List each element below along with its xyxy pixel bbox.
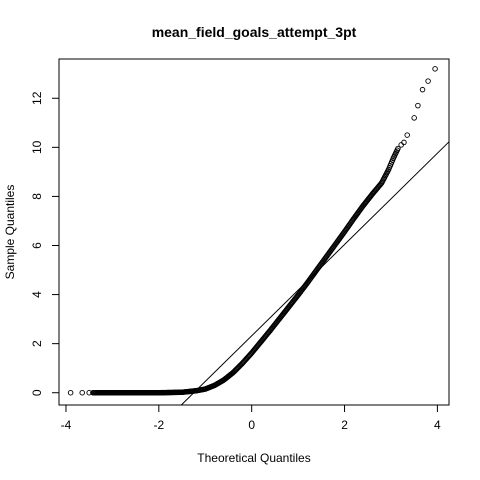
- data-point: [404, 132, 410, 138]
- x-tick-label: 0: [248, 418, 255, 432]
- data-point: [419, 86, 426, 93]
- y-tick-label: 2: [30, 340, 44, 347]
- x-tick-label: -2: [153, 418, 164, 432]
- data-point: [415, 102, 421, 109]
- y-tick-label: 0: [30, 389, 44, 396]
- y-axis-label: Sample Quantiles: [3, 185, 17, 280]
- data-point: [395, 145, 401, 152]
- y-tick-label: 8: [30, 193, 44, 200]
- x-tick-label: -4: [61, 418, 72, 432]
- x-axis: -4 -2 0 2 4: [61, 405, 441, 432]
- x-tick-label: 2: [341, 418, 348, 432]
- data-points: [67, 66, 438, 396]
- data-point: [90, 389, 96, 396]
- x-tick-label: 4: [434, 418, 441, 432]
- data-point: [432, 66, 438, 72]
- plot-frame: [58, 58, 450, 406]
- data-point: [79, 389, 85, 396]
- y-tick-label: 12: [30, 91, 44, 105]
- x-axis-label: Theoretical Quantiles: [197, 451, 310, 465]
- data-point: [401, 139, 407, 146]
- y-tick-label: 10: [30, 140, 44, 154]
- data-point: [411, 115, 417, 121]
- data-point: [86, 389, 92, 396]
- y-axis: 0 2 4 6 8 10 12: [30, 91, 59, 396]
- chart-title: mean_field_goals_attempt_3pt: [152, 24, 357, 40]
- y-tick-label: 4: [30, 291, 44, 298]
- data-point: [67, 389, 74, 396]
- y-tick-label: 6: [30, 242, 44, 249]
- data-point: [425, 78, 431, 84]
